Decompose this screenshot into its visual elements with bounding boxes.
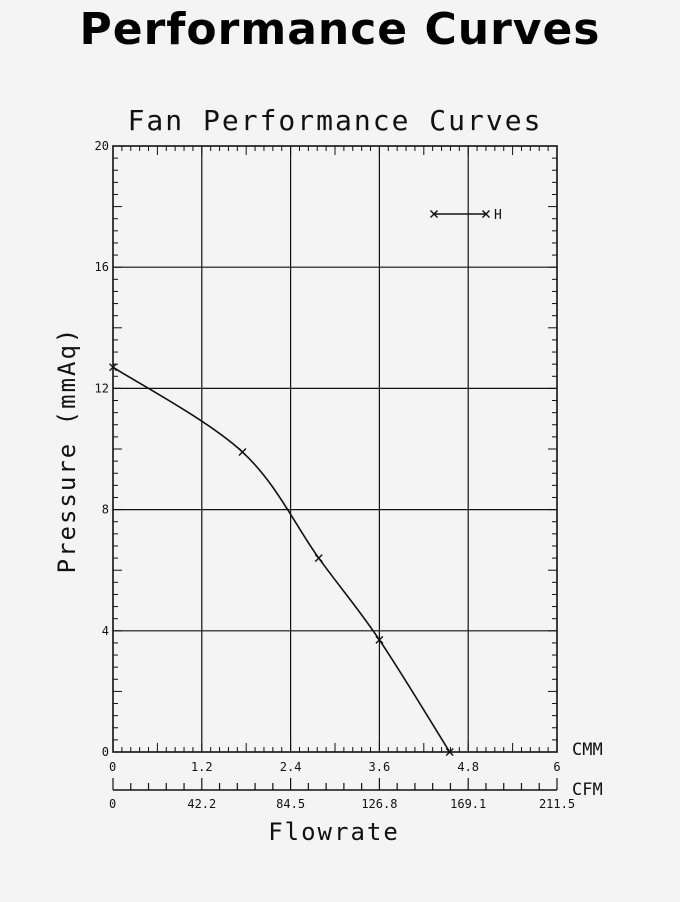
data-point-marker <box>375 635 384 644</box>
data-point-marker <box>109 363 117 372</box>
cfm-unit-label: CFM <box>572 780 603 800</box>
data-point-marker <box>314 554 323 563</box>
x-tick-label-cfm: 169.1 <box>450 797 486 811</box>
y-axis-label: Pressure (mmAq) <box>53 327 81 574</box>
y-tick-label: 4 <box>102 624 109 638</box>
series-line-H <box>112 366 451 753</box>
x-tick-label-cfm: 84.5 <box>276 797 305 811</box>
page-heading: Performance Curves <box>79 4 601 55</box>
plot-frame <box>112 145 558 753</box>
x-tick-label-cmm: 0 <box>109 760 116 774</box>
legend-marker <box>482 210 490 218</box>
x-axis-label: Flowrate <box>268 818 400 846</box>
legend-marker <box>430 210 438 218</box>
legend-label: H <box>494 208 502 223</box>
x-tick-label-cfm: 0 <box>109 797 116 811</box>
y-tick-label: 8 <box>102 503 109 517</box>
cmm-unit-label: CMM <box>572 740 603 760</box>
y-tick-label: 12 <box>95 381 109 395</box>
y-tick-label: 20 <box>95 139 109 153</box>
x-tick-label-cfm: 211.5 <box>539 797 575 811</box>
x-tick-label-cfm: 126.8 <box>361 797 397 811</box>
x-tick-label-cmm: 2.4 <box>280 760 302 774</box>
x-tick-label-cmm: 1.2 <box>191 760 213 774</box>
x-tick-label-cmm: 4.8 <box>457 760 479 774</box>
data-point-marker <box>238 448 247 457</box>
y-tick-label: 0 <box>102 745 109 759</box>
data-point-marker <box>445 748 454 756</box>
x-tick-label-cfm: 42.2 <box>187 797 216 811</box>
x-tick-label-cmm: 3.6 <box>369 760 391 774</box>
y-tick-label: 16 <box>95 260 109 274</box>
chart-title: Fan Performance Curves <box>128 104 543 137</box>
x-tick-label-cmm: 6 <box>553 760 560 774</box>
